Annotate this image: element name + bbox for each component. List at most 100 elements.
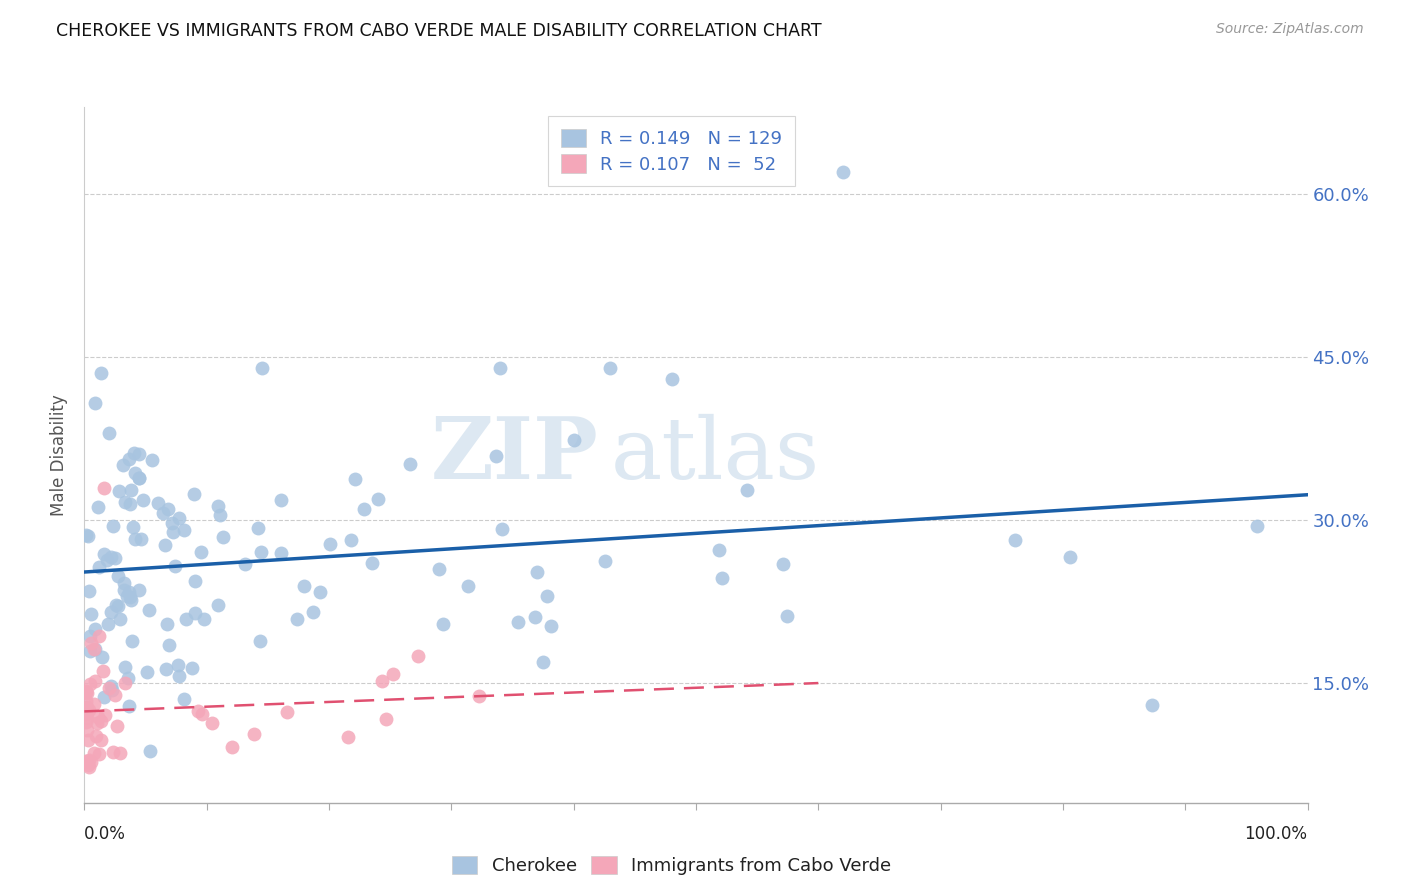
Point [772, 557, 794, 571]
Point [129, 532, 152, 546]
Point [524, 610, 547, 624]
Point [87, 710, 110, 724]
Point [114, 675, 136, 690]
Point [173, 691, 195, 706]
Point [90, 714, 112, 729]
Point [540, 619, 562, 633]
Point [180, 661, 202, 675]
Point [104, 688, 127, 702]
Point [117, 584, 139, 599]
Point [155, 661, 177, 675]
Point [467, 689, 489, 703]
Point [367, 491, 389, 506]
Point [75, 700, 97, 714]
Point [76, 711, 98, 725]
Point [121, 634, 143, 648]
Point [381, 666, 404, 681]
Point [193, 612, 215, 626]
Point [114, 495, 136, 509]
Point [711, 571, 734, 585]
Point [371, 673, 394, 688]
Point [84, 396, 107, 410]
Point [96, 553, 118, 567]
Point [86, 716, 108, 731]
Point [301, 605, 323, 619]
Point [112, 458, 135, 473]
Point [128, 447, 150, 461]
Point [107, 569, 129, 583]
Point [132, 493, 155, 508]
Point [75, 683, 97, 698]
Point [167, 669, 190, 683]
Point [100, 680, 122, 694]
Point [184, 606, 207, 620]
Point [75, 701, 97, 715]
Point [122, 520, 145, 534]
Point [80, 635, 103, 649]
Point [148, 496, 170, 510]
Point [77, 760, 100, 774]
Point [249, 545, 271, 559]
Point [83, 622, 105, 636]
Point [165, 559, 187, 574]
Point [76, 758, 98, 772]
Point [776, 609, 799, 624]
Point [1246, 518, 1268, 533]
Point [77, 733, 100, 747]
Point [156, 617, 179, 632]
Point [87, 559, 110, 574]
Point [190, 545, 212, 559]
Point [83, 642, 105, 657]
Point [75, 754, 97, 768]
Point [485, 449, 508, 463]
Point [101, 683, 124, 698]
Point [506, 615, 529, 630]
Point [250, 361, 273, 376]
Point [117, 698, 139, 713]
Point [135, 665, 157, 680]
Point [93, 707, 115, 722]
Point [531, 655, 554, 669]
Point [83, 698, 105, 712]
Point [75, 715, 97, 730]
Point [1004, 533, 1026, 548]
Point [173, 523, 195, 537]
Point [118, 497, 141, 511]
Point [124, 467, 146, 481]
Point [112, 575, 135, 590]
Point [115, 589, 138, 603]
Point [93, 665, 115, 679]
Point [79, 629, 101, 643]
Point [120, 483, 142, 497]
Point [128, 471, 150, 485]
Point [77, 529, 100, 543]
Point [80, 755, 103, 769]
Point [184, 574, 207, 588]
Point [160, 516, 183, 531]
Point [105, 719, 128, 733]
Point [166, 657, 188, 672]
Point [208, 508, 231, 522]
Point [93, 690, 115, 705]
Point [169, 511, 191, 525]
Point [76, 723, 98, 737]
Point [276, 705, 298, 719]
Point [104, 551, 127, 566]
Point [243, 727, 266, 741]
Point [97, 617, 120, 632]
Point [374, 712, 396, 726]
Point [86, 500, 108, 515]
Point [270, 492, 292, 507]
Point [79, 677, 101, 691]
Point [1140, 698, 1163, 712]
Point [128, 583, 150, 598]
Point [75, 528, 97, 542]
Text: 0.0%: 0.0% [84, 825, 127, 843]
Text: atlas: atlas [610, 413, 820, 497]
Point [207, 499, 229, 513]
Point [211, 530, 233, 544]
Point [100, 549, 122, 564]
Point [562, 433, 585, 447]
Point [207, 598, 229, 612]
Point [90, 366, 112, 380]
